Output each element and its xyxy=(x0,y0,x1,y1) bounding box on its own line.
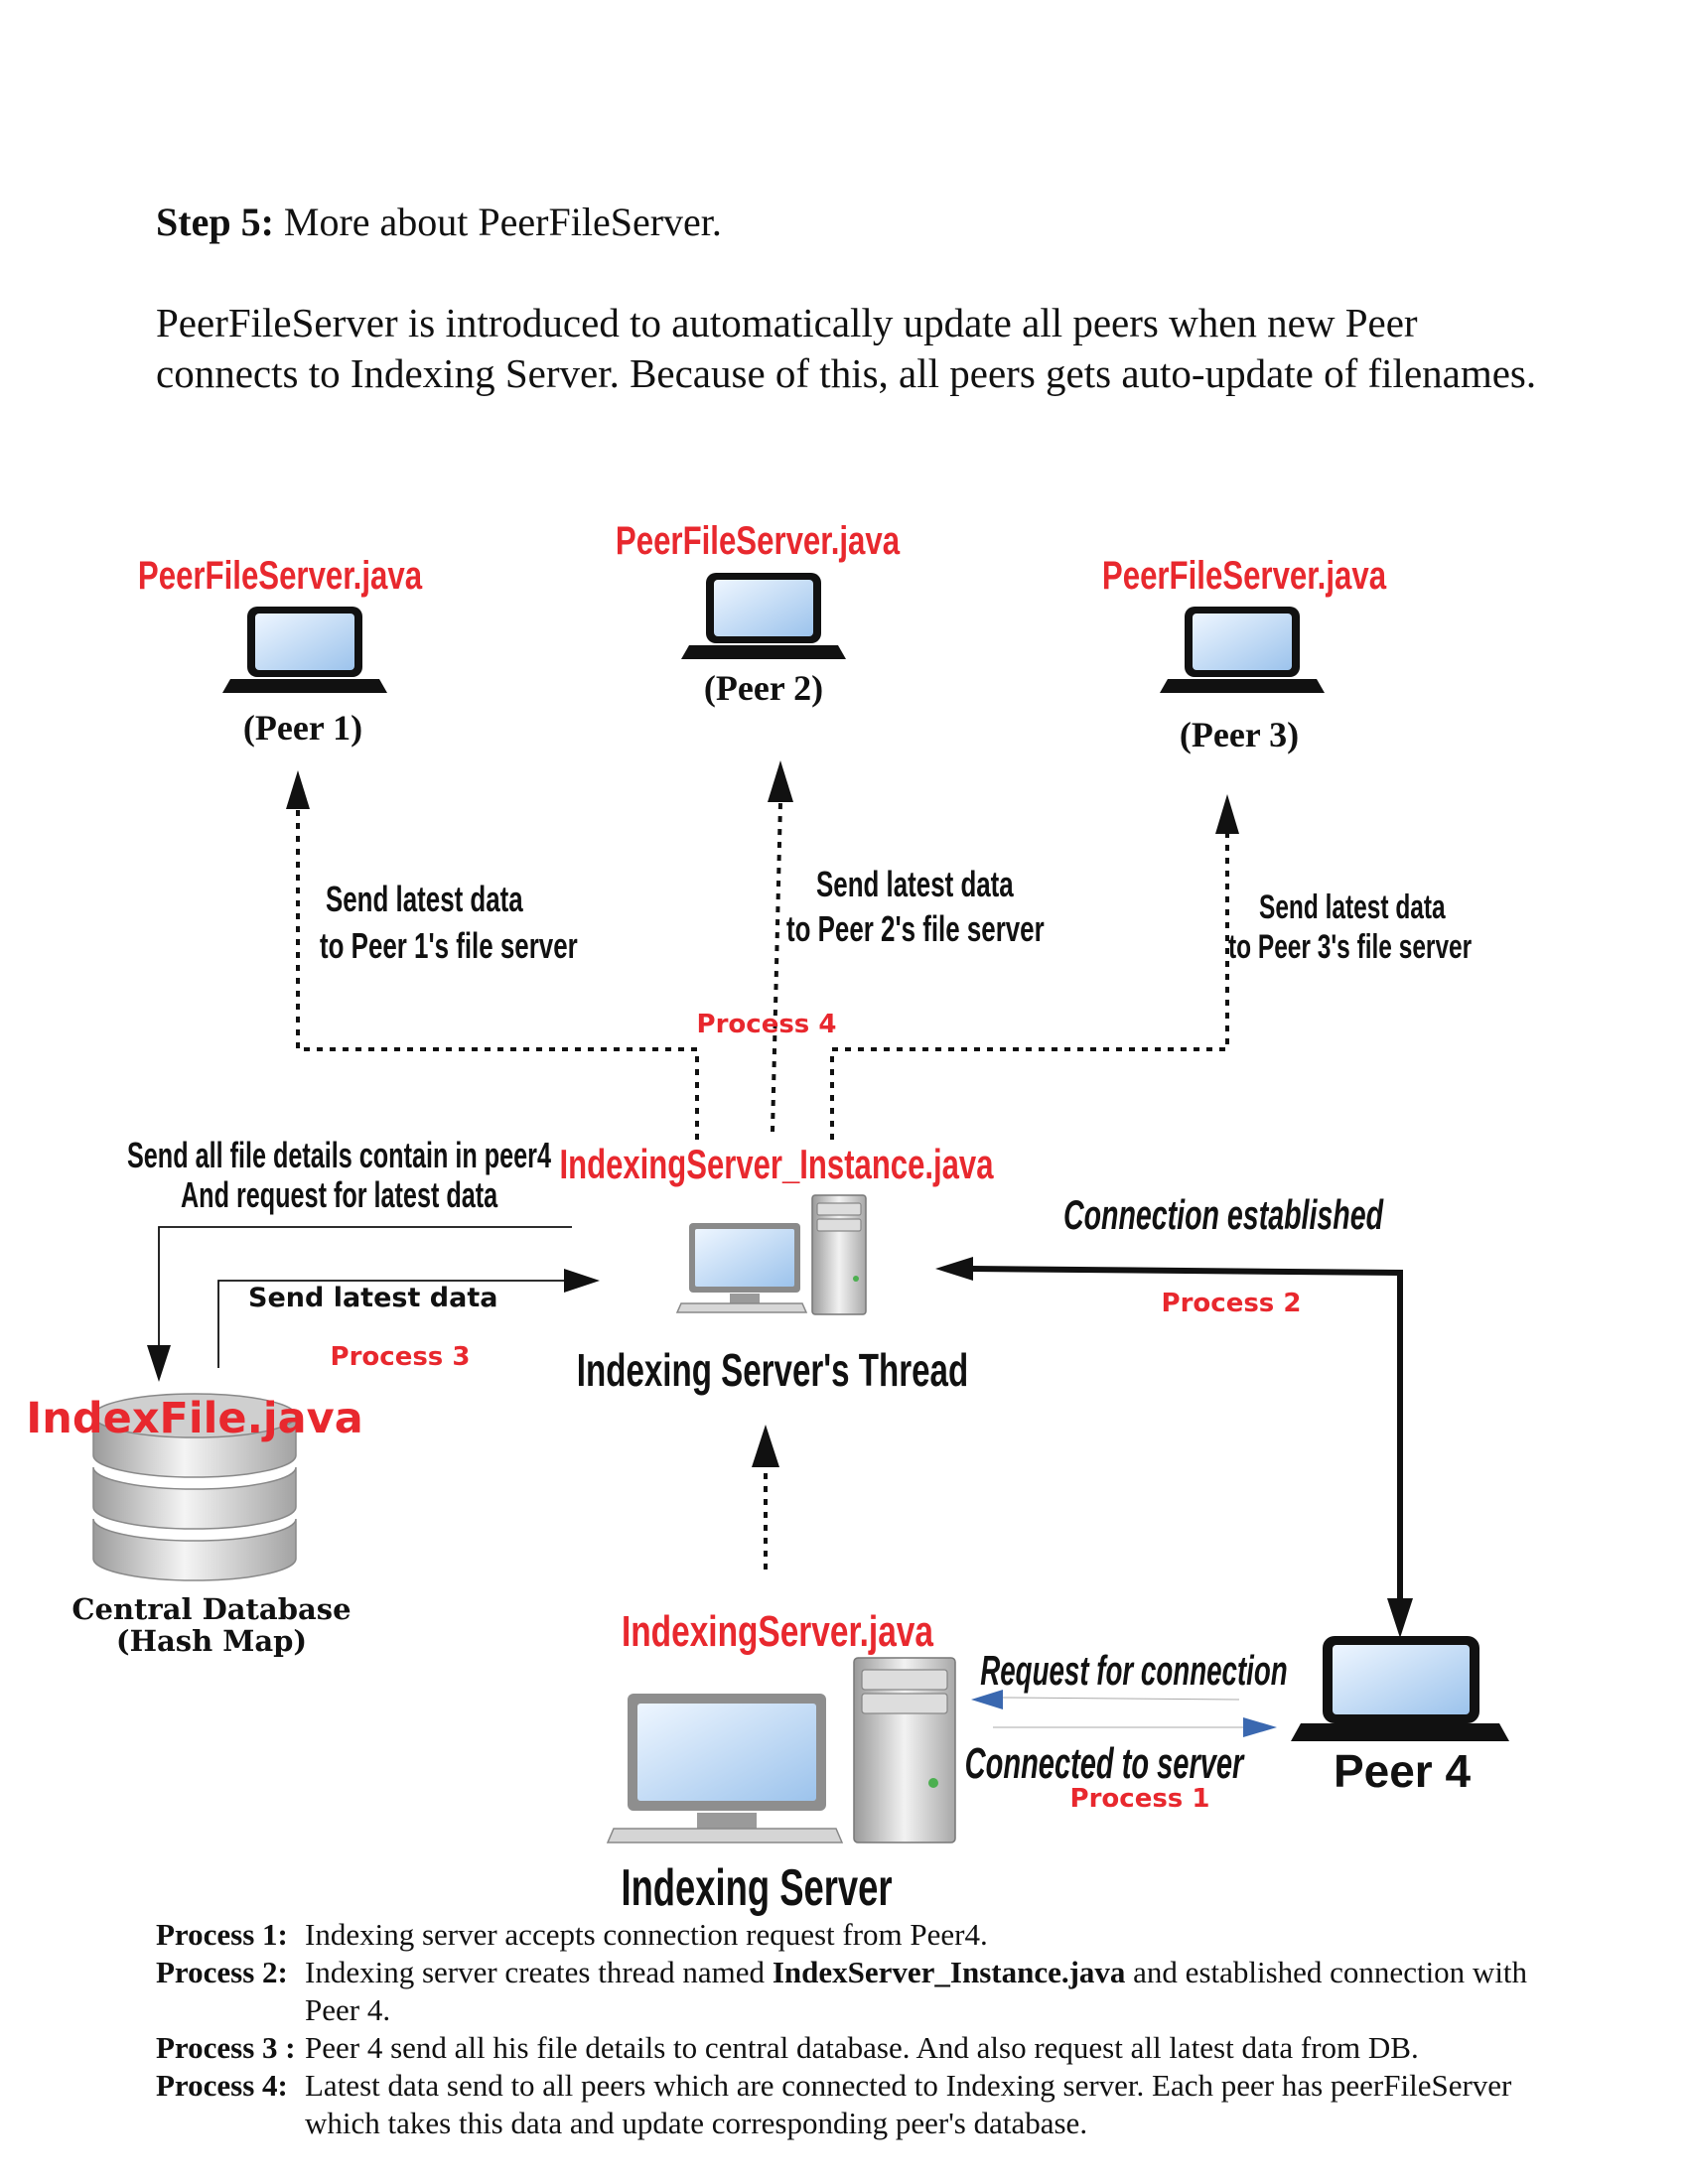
peer-3-label: (Peer 3) xyxy=(1180,715,1299,754)
process-4-label: Process 4 xyxy=(697,1010,837,1039)
send-details-line2: And request for latest data xyxy=(181,1175,498,1216)
arrow-to-peer-2 xyxy=(768,760,793,802)
process-2-desc-label: Process 2 xyxy=(156,1955,278,1989)
peer-2-laptop-icon xyxy=(681,573,846,659)
peer-4-laptop-icon xyxy=(1291,1636,1509,1741)
peer-1-group: PeerFileServer.java (Peer 1) xyxy=(138,553,423,748)
process-4-desc-text: Latest data send to all peers which are … xyxy=(305,2068,1512,2140)
connection-established-label: Connection established xyxy=(1063,1190,1384,1238)
send-latest-peer-3-line1: Send latest data xyxy=(1259,888,1446,926)
server-label: Indexing Server xyxy=(621,1857,892,1916)
process-1-description: Process 1: Indexing server accepts conne… xyxy=(156,1916,1566,1954)
arrow-to-peer-4 xyxy=(1387,1598,1413,1638)
process-2-desc-bold: IndexServer_Instance.java xyxy=(772,1955,1126,1989)
process-2-desc-text-after: and established connection with Peer 4. xyxy=(305,1955,1528,2027)
send-latest-peer-3-line2: to Peer 3's file server xyxy=(1228,928,1473,966)
thread-desktop-icon xyxy=(675,1194,867,1315)
send-latest-data-label: Send latest data xyxy=(248,1283,497,1313)
peer-3-group: PeerFileServer.java (Peer 3) xyxy=(1102,553,1387,754)
request-connection-label: Request for connection xyxy=(980,1647,1288,1694)
broadcast-line-peer-3 xyxy=(830,834,1229,1140)
process-4-desc-sep: : xyxy=(277,2068,288,2103)
process-1-desc-sep: : xyxy=(277,1917,288,1952)
process-2-desc-sep: : xyxy=(277,1955,288,1989)
arrow-to-db xyxy=(147,1345,171,1382)
thread-label: Indexing Server's Thread xyxy=(577,1346,968,1396)
arrow-to-peer-1 xyxy=(286,770,310,809)
peer-4-label: Peer 4 xyxy=(1334,1745,1472,1797)
peer-1-label: (Peer 1) xyxy=(243,708,362,748)
db-file-label: IndexFile.java xyxy=(26,1394,362,1443)
process-1-desc-label: Process 1 xyxy=(156,1917,278,1952)
peer-1-file-label: PeerFileServer.java xyxy=(138,553,423,598)
send-latest-peer-2-line2: to Peer 2's file server xyxy=(786,909,1045,949)
server-file-label: IndexingServer.java xyxy=(622,1608,933,1656)
database-icon xyxy=(92,1393,297,1581)
process-1-label: Process 1 xyxy=(1070,1784,1210,1814)
peer-2-group: PeerFileServer.java (Peer 2) xyxy=(616,518,901,708)
process-3-label: Process 3 xyxy=(331,1342,471,1372)
peer-3-laptop-icon xyxy=(1160,607,1325,693)
process-2-desc-text-before: Indexing server creates thread named xyxy=(305,1955,773,1989)
arrow-to-thread xyxy=(564,1269,600,1293)
send-latest-peer-1-line1: Send latest data xyxy=(326,880,523,919)
send-latest-peer-2-line1: Send latest data xyxy=(816,865,1014,904)
thread-file-label: IndexingServer_Instance.java xyxy=(560,1141,994,1187)
step-label: Step 5: xyxy=(156,200,274,244)
peer-2-label: (Peer 2) xyxy=(704,668,823,708)
process-1-desc-text: Indexing server accepts connection reque… xyxy=(305,1917,988,1952)
process-4-desc-label: Process 4 xyxy=(156,2068,278,2103)
connection-established-line xyxy=(970,1266,1403,1602)
process-3-desc-text: Peer 4 send all his file details to cent… xyxy=(305,2030,1419,2065)
process-2-description: Process 2: Indexing server creates threa… xyxy=(156,1954,1566,2029)
architecture-diagram: PeerFileServer.java (Peer 1) PeerFileSer… xyxy=(26,518,1509,1916)
step-heading: Step 5: More about PeerFileServer. xyxy=(156,199,722,245)
send-latest-peer-1-line2: to Peer 1's file server xyxy=(320,926,578,966)
peer-3-file-label: PeerFileServer.java xyxy=(1102,553,1387,598)
arrow-to-server xyxy=(971,1690,1003,1709)
arrow-to-thread-from-peer4 xyxy=(935,1257,973,1281)
send-details-line1: Send all file details contain in peer4 xyxy=(127,1136,552,1176)
broadcast-line-peer-2 xyxy=(771,801,782,1133)
process-3-desc-label: Process 3 xyxy=(156,2030,278,2065)
request-line-to-db xyxy=(158,1226,572,1348)
arrow-spawn-thread xyxy=(752,1425,779,1467)
intro-paragraph: PeerFileServer is introduced to automati… xyxy=(156,300,1537,396)
process-4-description: Process 4: Latest data send to all peers… xyxy=(156,2067,1566,2142)
request-line xyxy=(1002,1697,1240,1701)
broadcast-lines xyxy=(296,801,1229,1140)
latest-line-to-thread xyxy=(217,1280,568,1368)
server-desktop-icon xyxy=(606,1657,956,1843)
process-2-label: Process 2 xyxy=(1162,1289,1302,1318)
process-3-description: Process 3 : Peer 4 send all his file det… xyxy=(156,2029,1566,2067)
process-descriptions: Process 1: Indexing server accepts conne… xyxy=(156,1916,1566,2142)
broadcast-line-peer-1 xyxy=(296,809,699,1140)
db-label-line2: (Hash Map) xyxy=(116,1624,307,1658)
db-label-line1: Central Database xyxy=(71,1592,351,1626)
arrow-to-peer-4-blue xyxy=(1243,1717,1277,1737)
connected-to-server-label: Connected to server xyxy=(965,1738,1246,1788)
peer-2-file-label: PeerFileServer.java xyxy=(616,518,901,563)
step-title: More about PeerFileServer. xyxy=(283,200,722,244)
arrow-to-peer-3 xyxy=(1215,794,1239,834)
peer-1-laptop-icon xyxy=(222,607,387,693)
process-3-desc-sep: : xyxy=(277,2030,296,2065)
